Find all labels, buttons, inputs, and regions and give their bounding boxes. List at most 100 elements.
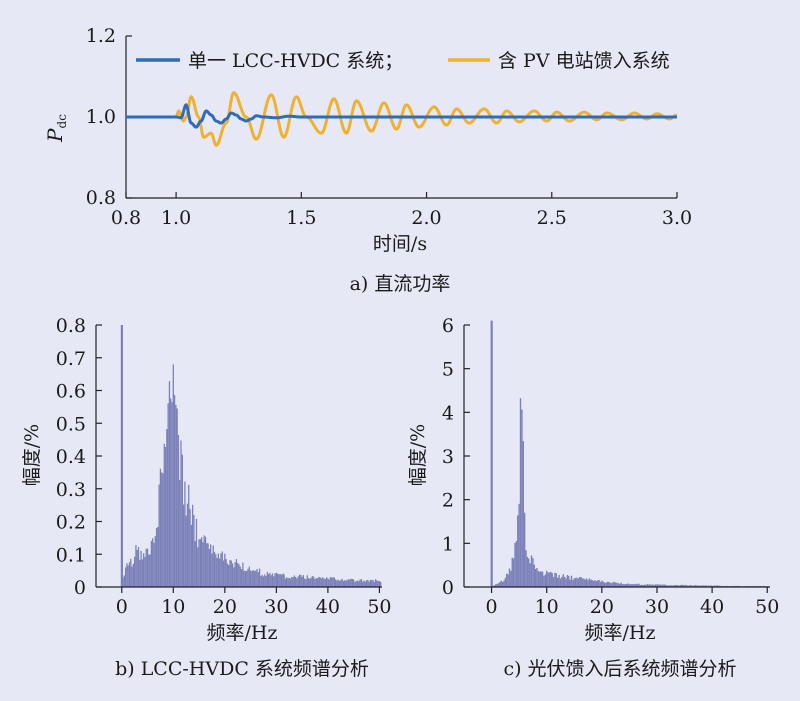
panel-c-bar xyxy=(507,574,509,587)
panel-b-bar xyxy=(176,408,178,587)
panel-a-x-tick-label: 2.5 xyxy=(537,207,567,229)
panel-b-bar xyxy=(225,559,227,587)
panel-b-bar xyxy=(257,572,259,587)
series-line-pv xyxy=(125,91,678,147)
panel-b-bar xyxy=(171,402,173,587)
panel-b-bar xyxy=(195,518,198,587)
panel-c-bar xyxy=(537,571,540,587)
panel-c-bar xyxy=(675,584,677,587)
panel-b-x-tick-label: 40 xyxy=(316,596,340,618)
panel-c-caption: c) 光伏馈入后系统频谱分析 xyxy=(503,658,736,680)
panel-c-bar xyxy=(584,579,586,587)
panel-a-y-label-main: P xyxy=(43,128,67,143)
panel-c-bar xyxy=(617,583,620,587)
panel-c-bar xyxy=(726,585,728,587)
panel-c-bar xyxy=(583,578,585,587)
panel-b-bar xyxy=(248,566,250,587)
panel-b-bar xyxy=(300,574,302,587)
panel-c-bar xyxy=(599,581,602,587)
panel-b-bar xyxy=(173,395,176,587)
panel-b-bar xyxy=(265,576,267,587)
panel-c-bar xyxy=(514,542,516,587)
panel-b-bars xyxy=(120,325,382,587)
panel-c-bar xyxy=(614,582,617,587)
panel-b-bar xyxy=(306,575,308,587)
panel-c-bar xyxy=(621,584,624,587)
panel-b-bar xyxy=(234,562,236,587)
panel-b-bar xyxy=(130,558,132,587)
panel-c-bar xyxy=(521,409,523,587)
panel-b-bar xyxy=(127,565,129,587)
panel-b-bar xyxy=(211,553,213,587)
panel-c-bar xyxy=(517,515,519,587)
panel-b-spike-bar xyxy=(120,325,123,587)
panel-c-bar xyxy=(609,582,611,587)
panel-b-bar xyxy=(240,569,243,587)
panel-c-bar xyxy=(576,577,578,587)
panel-b-bar xyxy=(244,570,247,587)
panel-c-bar xyxy=(563,576,566,587)
panel-c-bar xyxy=(528,558,530,587)
panel-b-bar xyxy=(377,580,379,587)
panel-b-bar xyxy=(172,364,174,587)
panel-b-bar xyxy=(316,578,319,587)
panel-b-bar xyxy=(179,479,181,587)
panel-c-bar xyxy=(676,585,679,587)
panel-c-bar xyxy=(555,573,558,587)
panel-b-bar xyxy=(131,566,133,587)
panel-a-x-label: 时间/s xyxy=(373,233,427,255)
panel-b-spectrum-lcc: 0 10 20 30 40 50 0 0.1 0.2 0.3 0.4 0.5 0.6 0.7 0.8 幅度/… xyxy=(21,315,392,680)
panel-c-bar xyxy=(518,503,520,587)
panel-b-bar xyxy=(146,548,149,587)
panel-c-bar xyxy=(585,578,588,587)
panel-c-bar xyxy=(625,583,628,587)
panel-b-bar xyxy=(136,549,138,587)
panel-b-bar xyxy=(347,579,350,587)
panel-b-x-tick-label: 30 xyxy=(264,596,288,618)
panel-c-bar xyxy=(544,574,547,587)
panel-b-bar xyxy=(180,440,182,587)
panel-b-y-tick-label: 0.8 xyxy=(56,315,86,337)
panel-c-bar xyxy=(551,573,553,587)
panel-b-bar xyxy=(331,577,333,587)
panel-b-bar xyxy=(184,481,186,587)
panel-c-bar xyxy=(641,584,643,587)
panel-c-bar xyxy=(646,584,649,587)
panel-b-bar xyxy=(305,579,307,587)
panel-b-bar xyxy=(271,573,274,587)
panel-c-bar xyxy=(568,575,570,587)
panel-c-bar xyxy=(565,578,567,587)
panel-c-bar xyxy=(595,581,598,587)
panel-b-bar xyxy=(320,578,323,587)
panel-c-bar xyxy=(580,577,582,587)
panel-b-bar xyxy=(367,579,369,587)
panel-b-bar xyxy=(327,578,329,587)
panel-c-bar xyxy=(581,578,584,587)
panel-c-bar xyxy=(710,585,712,587)
panel-b-bar xyxy=(358,581,360,587)
panel-c-bar xyxy=(671,585,673,587)
panel-b-bar xyxy=(371,580,373,587)
panel-b-x-tick-label: 10 xyxy=(161,596,185,618)
panel-b-bar xyxy=(274,573,276,587)
panel-c-bar xyxy=(523,512,526,587)
panel-b-bar xyxy=(148,554,150,587)
panel-b-bar xyxy=(152,538,154,587)
panel-c-bar xyxy=(597,580,599,587)
panel-b-bar xyxy=(264,574,266,587)
panel-c-bar xyxy=(616,582,618,587)
panel-c-bars xyxy=(490,320,770,587)
panel-b-bar xyxy=(188,484,190,587)
panel-c-bar xyxy=(526,556,529,587)
panel-b-bar xyxy=(231,563,234,587)
panel-b-bar xyxy=(157,527,159,587)
panel-c-bar xyxy=(636,584,639,587)
panel-c-bar xyxy=(654,584,657,587)
panel-c-bar xyxy=(613,581,615,587)
panel-b-bar xyxy=(194,541,196,587)
panel-b-bar xyxy=(351,578,354,587)
panel-b-bar xyxy=(226,563,229,587)
panel-b-bar xyxy=(153,542,155,587)
panel-b-bar xyxy=(301,576,303,587)
panel-c-bar xyxy=(588,578,591,587)
